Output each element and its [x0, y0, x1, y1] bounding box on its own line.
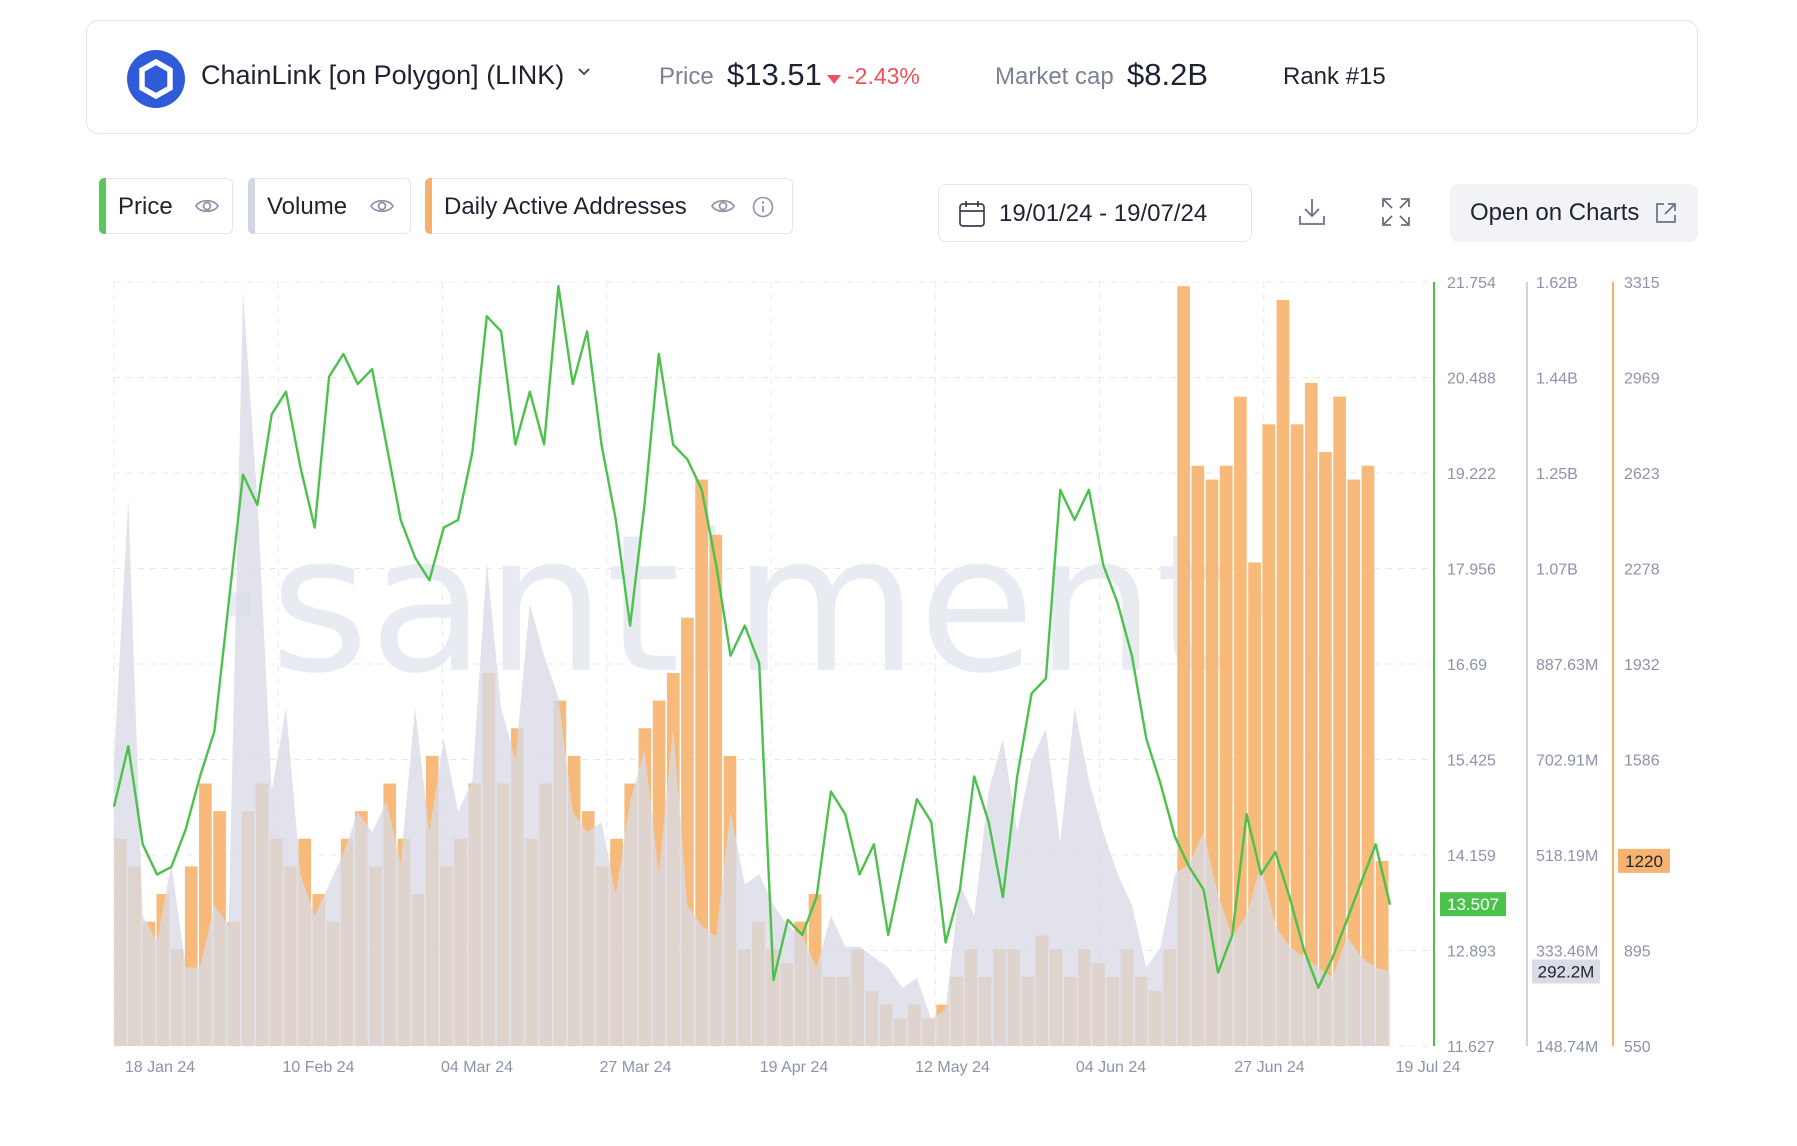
x-tick-label: 19 Jul 24: [1396, 1059, 1461, 1076]
y-tick-label: 895: [1624, 944, 1651, 961]
chevron-down-icon[interactable]: [575, 63, 593, 81]
daa-bar: [695, 479, 708, 1046]
info-icon[interactable]: [752, 196, 774, 218]
x-tick-label: 27 Jun 24: [1234, 1059, 1304, 1076]
y-tick-label: 17.956: [1447, 562, 1496, 579]
daa-bar: [1304, 382, 1318, 1046]
santiment-watermark: ·santiment·: [210, 494, 1291, 715]
x-tick-label: 04 Jun 24: [1076, 1059, 1146, 1076]
y-tick-label: 1932: [1624, 657, 1660, 674]
y-tick-label: 1.07B: [1536, 562, 1578, 579]
y-tick-label: 20.488: [1447, 371, 1496, 388]
daa-bar: [1219, 465, 1233, 1046]
download-icon[interactable]: [1296, 196, 1328, 228]
price-current-badge-bg: [1440, 892, 1506, 917]
volume-current-badge-bg: [1532, 959, 1600, 984]
volume-axis-ticks: 1.62B 1.44B 1.25B 1.07B 887.63M 702.91M 518.19…: [1536, 275, 1598, 1056]
x-tick-label: 12 May 24: [915, 1059, 990, 1076]
date-range-text: 19/01/24 - 19/07/24: [999, 200, 1208, 227]
y-tick-label: 11.627: [1447, 1039, 1495, 1056]
x-axis-labels: 18 Jan 24 10 Feb 24 04 Mar 24 27 Mar 24 19 A…: [125, 1059, 1461, 1076]
y-tick-label: 2969: [1624, 371, 1660, 388]
y-tick-label: 16.69: [1447, 657, 1487, 674]
current-value-badges: 13.507 292.2M 1220: [1440, 848, 1670, 984]
daa-bar: [1347, 479, 1361, 1046]
y-tick-label: 887.63M: [1536, 657, 1598, 674]
y-tick-label: 518.19M: [1536, 848, 1598, 865]
market-cap-value: $8.2B: [1127, 57, 1209, 92]
y-tick-label: 19.222: [1447, 466, 1496, 483]
daa-bar: [1361, 465, 1375, 1046]
chainlink-logo-icon: [127, 50, 185, 108]
price-axis-ticks: 21.754 20.488 19.222 17.956 16.69 15.425 14.15…: [1447, 275, 1496, 1056]
y-tick-label: 2278: [1624, 562, 1660, 579]
y-tick-label: 12.893: [1447, 944, 1496, 961]
metric-toggle-volume[interactable]: Volume: [248, 178, 411, 234]
price-current-badge: 13.507: [1447, 895, 1499, 914]
daa-bar: [1319, 451, 1332, 1046]
y-tick-label: 15.425: [1447, 753, 1496, 770]
metric-color-bar: [425, 178, 432, 234]
price-label: Price: [659, 63, 714, 90]
open-on-charts-button[interactable]: Open on Charts: [1450, 184, 1698, 242]
y-tick-label: 550: [1624, 1039, 1651, 1056]
x-tick-label: 19 Apr 24: [760, 1059, 829, 1076]
external-link-icon: [1656, 203, 1676, 223]
eye-icon[interactable]: [194, 196, 220, 216]
y-tick-label: 21.754: [1447, 275, 1496, 292]
y-tick-label: 148.74M: [1536, 1039, 1598, 1056]
open-on-charts-label: Open on Charts: [1470, 199, 1640, 226]
eye-icon[interactable]: [369, 196, 395, 216]
eye-icon[interactable]: [710, 196, 736, 216]
chart-axes: [1433, 282, 1614, 1046]
volume-current-badge: 292.2M: [1538, 963, 1595, 982]
asset-header: ChainLink [on Polygon] (LINK) Price $13.…: [86, 20, 1698, 134]
volume-area: [114, 292, 1390, 1046]
metric-toggle-daily-active-addresses[interactable]: Daily Active Addresses: [425, 178, 793, 234]
price-volume-daa-chart[interactable]: ·santiment· 18 Jan 24 10 Feb 24 04 Mar 24 2…: [0, 260, 1797, 1100]
fullscreen-icon[interactable]: [1380, 196, 1412, 228]
x-tick-label: 04 Mar 24: [441, 1059, 513, 1076]
calendar-icon: [959, 201, 985, 227]
price-change: -2.43%: [847, 63, 920, 89]
price-value: $13.51: [727, 57, 822, 92]
metric-label: Volume: [267, 193, 348, 220]
daa-bar: [1333, 396, 1346, 1046]
x-tick-label: 27 Mar 24: [599, 1059, 671, 1076]
y-tick-label: 1.44B: [1536, 371, 1578, 388]
y-tick-label: 333.46M: [1536, 944, 1598, 961]
daa-bar: [1276, 299, 1290, 1046]
daa-bar: [1290, 424, 1304, 1046]
y-tick-label: 1.62B: [1536, 275, 1578, 292]
x-tick-label: 10 Feb 24: [282, 1059, 354, 1076]
metric-color-bar: [248, 178, 255, 234]
metric-color-bar: [99, 178, 106, 234]
y-tick-label: 1.25B: [1536, 466, 1578, 483]
asset-name[interactable]: ChainLink [on Polygon] (LINK): [201, 60, 565, 90]
daa-axis-ticks: 3315 2969 2623 2278 1932 1586 1220 895 550: [1624, 275, 1660, 1056]
y-tick-label: 14.159: [1447, 848, 1496, 865]
metric-label: Daily Active Addresses: [444, 193, 687, 220]
daa-bar: [1177, 286, 1191, 1046]
metric-toggle-price[interactable]: Price: [99, 178, 233, 234]
price-down-triangle-icon: [827, 75, 841, 84]
y-tick-label: 3315: [1624, 275, 1660, 292]
metric-label: Price: [118, 193, 173, 220]
y-tick-label: 1586: [1624, 753, 1660, 770]
daa-current-badge-bg: [1618, 848, 1670, 873]
market-cap-label: Market cap: [995, 63, 1114, 90]
x-tick-label: 18 Jan 24: [125, 1059, 195, 1076]
price-line: [112, 284, 1392, 989]
rank-badge: Rank #15: [1283, 63, 1386, 90]
date-range-picker[interactable]: 19/01/24 - 19/07/24: [938, 184, 1252, 242]
y-tick-label: 2623: [1624, 466, 1660, 483]
daa-current-badge: 1220: [1625, 852, 1663, 871]
y-tick-label: 702.91M: [1536, 753, 1598, 770]
